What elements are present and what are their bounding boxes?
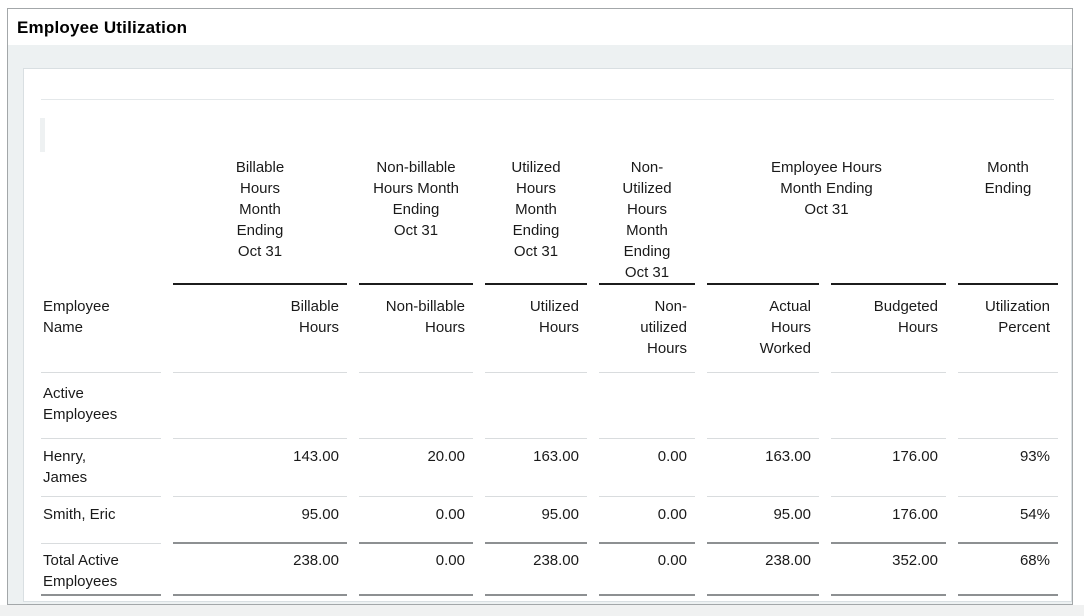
col-header-utilization-percent: Utilization Percent xyxy=(958,285,1058,373)
row-label: Smith, Eric xyxy=(41,497,161,544)
group-header-billable-hours: Billable Hours Month Ending Oct 31 xyxy=(235,159,285,260)
report-window: Employee Utilization Billable xyxy=(7,8,1073,605)
col-header-non-utilized-hours: Non- utilized Hours xyxy=(599,285,695,373)
cell-budgeted-hours: 176.00 xyxy=(831,439,946,497)
group-header-non-utilized-hours: Non- Utilized Hours Month Ending Oct 31 xyxy=(622,159,672,281)
row-label: Active Employees xyxy=(41,373,161,439)
group-header-underline-row xyxy=(41,283,1058,285)
cell-utilization: 93% xyxy=(958,439,1058,497)
underline-budgeted-hours xyxy=(831,283,946,285)
cell-utilized: 95.00 xyxy=(485,497,587,544)
cell-budgeted-hours: 352.00 xyxy=(831,544,946,596)
underline-utilization xyxy=(958,283,1058,285)
group-header-non-billable-hours: Non-billable Hours Month Ending Oct 31 xyxy=(373,159,459,239)
page-title: Employee Utilization xyxy=(17,18,188,37)
table-row-henry-james: Henry, James 143.00 20.00 163.00 0.00 16… xyxy=(41,439,1058,497)
cell-actual-hours: 163.00 xyxy=(707,439,819,497)
cell-billable: 143.00 xyxy=(173,439,347,497)
underline-non-utilized xyxy=(599,283,695,285)
underline-utilized xyxy=(485,283,587,285)
cell-budgeted-hours xyxy=(831,373,946,439)
col-header-budgeted-hours: Budgeted Hours xyxy=(831,285,946,373)
group-header-employee-hours: Employee Hours Month Ending Oct 31 xyxy=(771,159,882,218)
group-header-month-ending: Month Ending xyxy=(984,159,1032,197)
cell-budgeted-hours: 176.00 xyxy=(831,497,946,544)
cell-actual-hours xyxy=(707,373,819,439)
report-table: Billable Hours Month Ending Oct 31 Non-b… xyxy=(29,152,1070,596)
group-header-spacer xyxy=(41,152,161,283)
row-label: Henry, James xyxy=(41,439,161,497)
cell-utilization: 54% xyxy=(958,497,1058,544)
cell-non-billable: 20.00 xyxy=(359,439,473,497)
underline-billable xyxy=(173,283,347,285)
cell-utilized: 238.00 xyxy=(485,544,587,596)
cell-utilization: 68% xyxy=(958,544,1058,596)
table-row-active-employees: Active Employees xyxy=(41,373,1058,439)
report-body: Billable Hours Month Ending Oct 31 Non-b… xyxy=(8,45,1072,604)
table-row-smith-eric: Smith, Eric 95.00 0.00 95.00 0.00 95.00 … xyxy=(41,497,1058,544)
report-panel: Billable Hours Month Ending Oct 31 Non-b… xyxy=(23,68,1072,602)
row-label: Total Active Employees xyxy=(41,544,161,596)
cell-actual-hours: 238.00 xyxy=(707,544,819,596)
cell-actual-hours: 95.00 xyxy=(707,497,819,544)
col-header-employee-name: Employee Name xyxy=(41,285,161,373)
col-header-billable-hours: Billable Hours xyxy=(173,285,347,373)
cell-billable: 238.00 xyxy=(173,544,347,596)
cell-non-billable: 0.00 xyxy=(359,497,473,544)
cell-non-billable: 0.00 xyxy=(359,544,473,596)
cell-utilization xyxy=(958,373,1058,439)
report-title-bar: Employee Utilization xyxy=(8,9,1072,45)
report-table-wrap: Billable Hours Month Ending Oct 31 Non-b… xyxy=(24,152,1071,596)
panel-divider xyxy=(41,99,1054,100)
cell-non-utilized xyxy=(599,373,695,439)
cell-non-utilized: 0.00 xyxy=(599,544,695,596)
column-header-row: Employee Name Billable Hours Non-billabl… xyxy=(41,285,1058,373)
cell-utilized xyxy=(485,373,587,439)
cell-non-utilized: 0.00 xyxy=(599,439,695,497)
window-bottom-shadow xyxy=(0,605,1084,616)
col-header-actual-hours-worked: Actual Hours Worked xyxy=(707,285,819,373)
group-header-row: Billable Hours Month Ending Oct 31 Non-b… xyxy=(41,152,1058,283)
underline-non-billable xyxy=(359,283,473,285)
cell-utilized: 163.00 xyxy=(485,439,587,497)
col-header-utilized-hours: Utilized Hours xyxy=(485,285,587,373)
panel-placeholder-bar xyxy=(40,118,45,152)
col-header-non-billable-hours: Non-billable Hours xyxy=(359,285,473,373)
group-header-utilized-hours: Utilized Hours Month Ending Oct 31 xyxy=(511,159,561,260)
cell-billable xyxy=(173,373,347,439)
table-row-total-active-employees: Total Active Employees 238.00 0.00 238.0… xyxy=(41,544,1058,596)
cell-non-utilized: 0.00 xyxy=(599,497,695,544)
cell-non-billable xyxy=(359,373,473,439)
underline-actual-hours xyxy=(707,283,819,285)
cell-billable: 95.00 xyxy=(173,497,347,544)
